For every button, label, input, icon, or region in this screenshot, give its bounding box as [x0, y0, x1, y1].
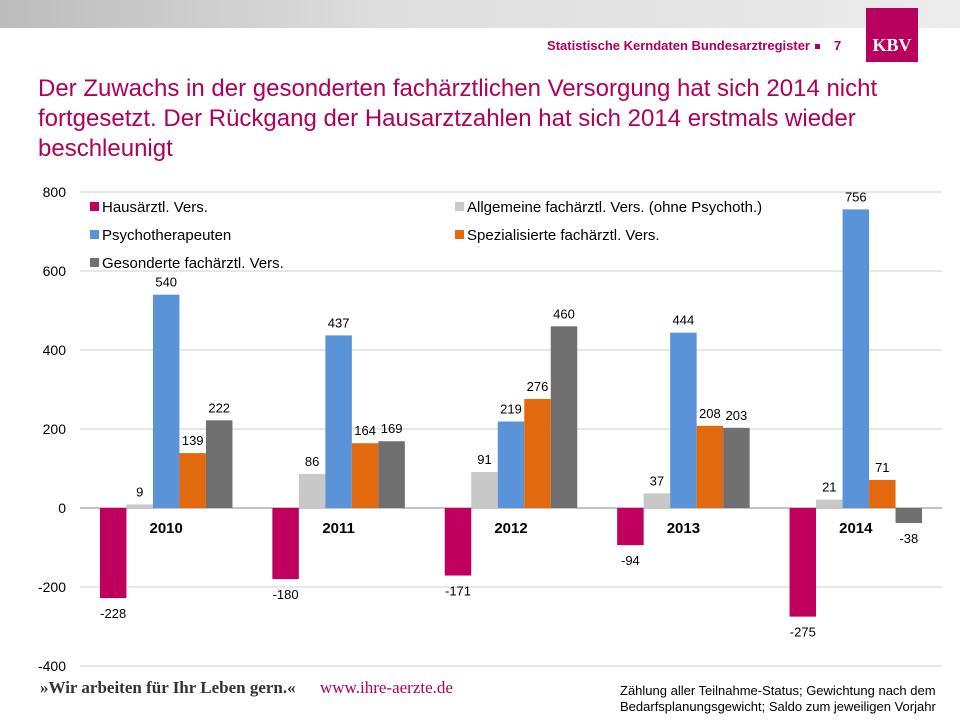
bar-2011-2	[325, 335, 352, 508]
data-label: -94	[621, 553, 640, 568]
data-label: 460	[553, 306, 575, 321]
data-label: 219	[500, 401, 522, 416]
bar-2011-3	[351, 443, 379, 508]
x-tick-label: 2010	[150, 520, 183, 537]
data-label: 91	[477, 452, 491, 467]
y-axis: -400 -200 0 200 400 600 800	[38, 184, 66, 674]
data-label: 164	[354, 423, 376, 438]
y-tick-label: 400	[43, 342, 67, 358]
header-title: Statistische Kerndaten Bundesarztregiste…	[547, 38, 810, 53]
x-tick-label: 2014	[839, 520, 873, 537]
slide-title: Der Zuwachs in der gesonderten fachärztl…	[38, 75, 878, 162]
data-label: 208	[699, 406, 721, 421]
data-label: 437	[328, 315, 350, 330]
bar-2013-0	[617, 508, 644, 546]
data-label: 276	[527, 379, 549, 394]
bar-2014-0	[789, 508, 817, 617]
x-tick-label: 2012	[494, 520, 527, 537]
bar-2014-4	[895, 508, 923, 524]
legend-swatch	[455, 230, 464, 239]
data-label: -228	[100, 606, 126, 621]
data-label: 203	[726, 408, 748, 423]
y-tick-label: -200	[38, 579, 66, 595]
bar-2014-2	[842, 209, 870, 508]
bar-2011-1	[298, 474, 326, 508]
y-tick-label: 800	[43, 184, 67, 200]
legend-label: Gesonderte fachärztl. Vers.	[102, 255, 284, 272]
legend-swatch	[90, 258, 99, 267]
bar-2010-2	[152, 294, 180, 508]
bar-2014-1	[816, 499, 843, 508]
bar-2011-0	[272, 508, 299, 580]
data-label: 139	[182, 433, 204, 448]
data-label: 9	[136, 484, 143, 499]
legend-label: Allgemeine fachärztl. Vers. (ohne Psycho…	[467, 199, 762, 216]
legend-label: Psychotherapeuten	[102, 227, 231, 244]
footnote: Zählung aller Teilnahme-Status; Gewichtu…	[620, 683, 936, 714]
bar-2013-3	[696, 425, 724, 508]
bar-2012-2	[497, 421, 525, 508]
y-tick-label: 200	[43, 421, 67, 437]
data-label: -275	[790, 625, 816, 640]
bar-2012-0	[444, 508, 472, 576]
kbv-logo: KBV	[866, 8, 918, 62]
legend-label: Hausärztl. Vers.	[102, 199, 208, 216]
bar-2012-1	[471, 472, 498, 508]
legend-swatch	[90, 202, 99, 211]
bar-2014-3	[869, 479, 896, 508]
logo-text: KBV	[872, 35, 912, 55]
y-tick-label: 0	[58, 500, 66, 516]
bar-2010-0	[99, 508, 127, 599]
legend-swatch	[90, 230, 99, 239]
data-label: 756	[845, 189, 867, 204]
legend: Hausärztl. Vers. Allgemeine fachärztl. Ve…	[90, 199, 762, 272]
top-banner	[0, 0, 960, 28]
data-label: 444	[673, 313, 695, 328]
bar-2012-3	[524, 398, 551, 508]
data-label: -180	[273, 587, 299, 602]
data-label: 71	[875, 460, 889, 475]
data-label: -38	[899, 531, 918, 546]
bar-2010-1	[126, 504, 153, 508]
bar-2011-4	[378, 441, 405, 508]
data-label: 86	[305, 454, 319, 469]
footer-slogan: »Wir arbeiten für Ihr Leben gern.«	[40, 678, 296, 697]
legend-label: Spezialisierte fachärztl. Vers.	[467, 227, 660, 244]
legend-swatch	[455, 202, 464, 211]
bar-2013-1	[643, 493, 671, 508]
bar-2013-4	[723, 427, 750, 508]
data-label: 540	[155, 275, 177, 290]
y-tick-label: 600	[43, 263, 67, 279]
data-label: 21	[822, 480, 836, 495]
x-tick-label: 2011	[322, 520, 355, 537]
data-label: 222	[208, 400, 230, 415]
data-label: 169	[381, 421, 403, 436]
y-tick-label: -400	[38, 658, 66, 674]
bars: -228 9 540 139 222 -180 86 437 164 169 -171 91 219 27…	[99, 189, 923, 640]
data-label: -171	[445, 584, 471, 599]
data-label: 37	[650, 473, 664, 488]
page-number: 7	[834, 38, 842, 53]
footer-url[interactable]: www.ihre-aerzte.de	[320, 678, 453, 697]
header-separator	[815, 44, 820, 49]
bar-2012-4	[550, 326, 578, 508]
bar-2010-4	[205, 420, 233, 508]
x-tick-label: 2013	[667, 520, 700, 537]
x-axis-labels: 2010 2011 2012 2013 2014	[150, 520, 874, 537]
bar-2013-2	[670, 332, 697, 508]
bar-2010-3	[179, 453, 206, 508]
